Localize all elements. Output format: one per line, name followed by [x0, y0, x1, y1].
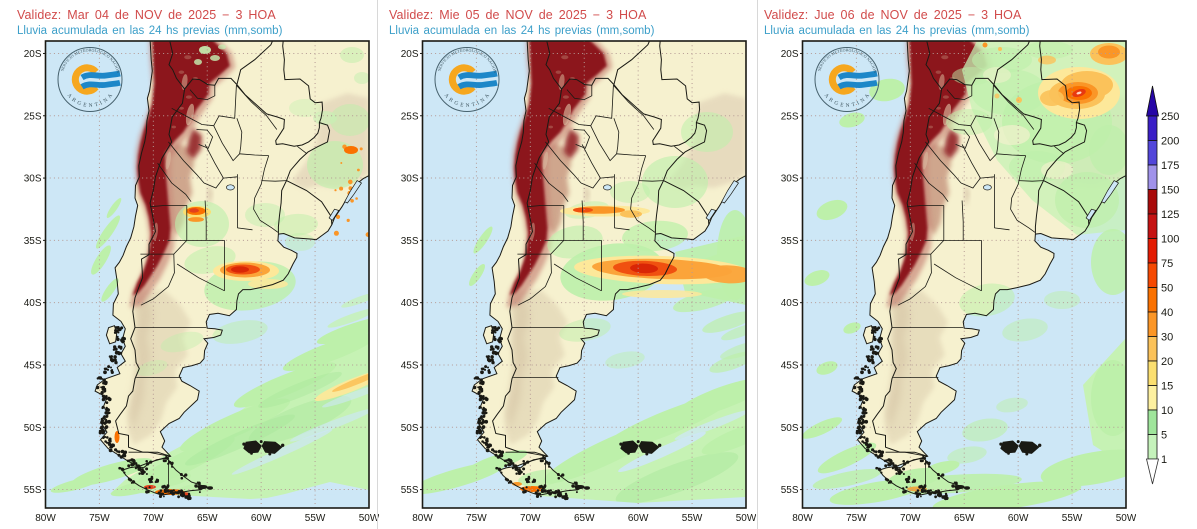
svg-text:125: 125: [1161, 209, 1179, 221]
svg-text:75: 75: [1161, 258, 1173, 270]
svg-text:200: 200: [1161, 136, 1179, 148]
svg-text:5: 5: [1161, 430, 1167, 442]
svg-text:250: 250: [1161, 111, 1179, 123]
svg-text:10: 10: [1161, 405, 1173, 417]
svg-text:40: 40: [1161, 307, 1173, 319]
svg-text:30: 30: [1161, 332, 1173, 344]
svg-text:15: 15: [1161, 381, 1173, 393]
svg-text:175: 175: [1161, 160, 1179, 172]
svg-text:50: 50: [1161, 283, 1173, 295]
svg-text:20: 20: [1161, 356, 1173, 368]
svg-text:150: 150: [1161, 185, 1179, 197]
svg-text:100: 100: [1161, 234, 1179, 246]
svg-text:1: 1: [1161, 454, 1167, 466]
